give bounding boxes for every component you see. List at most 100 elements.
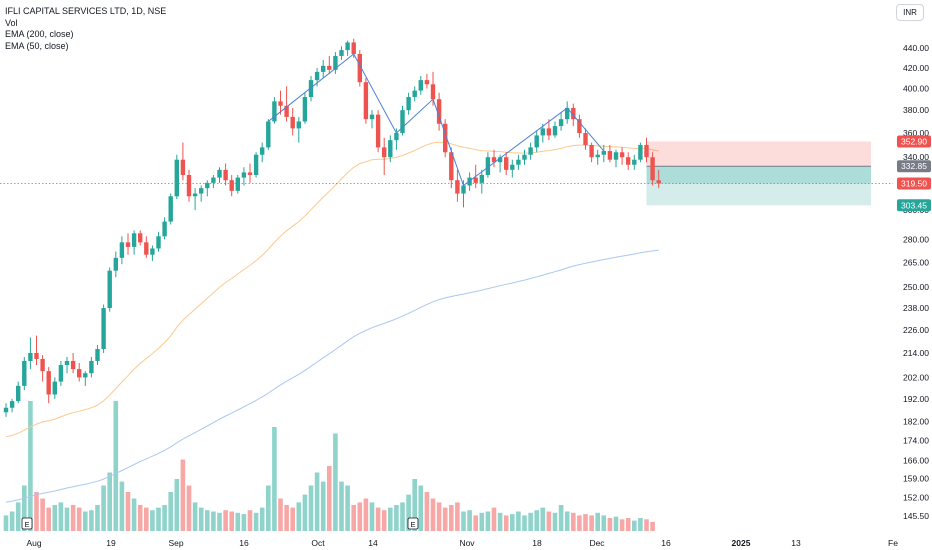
- candle-body: [77, 369, 82, 378]
- candle: [64, 356, 70, 374]
- price-tick-label: 420.00: [903, 63, 929, 73]
- candle-body: [119, 242, 125, 258]
- candle-body: [302, 97, 308, 122]
- volume-bar: [564, 511, 570, 531]
- volume-bar: [241, 514, 247, 531]
- candle: [656, 169, 661, 189]
- ema50-legend[interactable]: EMA (50, close): [5, 40, 69, 51]
- candle-body: [205, 182, 210, 189]
- price-tick-label: 280.00: [903, 234, 929, 244]
- volume-bar: [302, 494, 308, 531]
- volume-bar: [192, 502, 198, 531]
- earnings-event-marker[interactable]: E: [407, 517, 419, 530]
- volume-bar: [64, 507, 70, 531]
- candle-body: [424, 80, 430, 85]
- price-tick-label: 265.00: [903, 258, 929, 268]
- time-tick-label: 18: [532, 538, 542, 548]
- stop-zone: [646, 141, 871, 167]
- volume-bar: [247, 510, 253, 531]
- volume-bar: [131, 498, 137, 531]
- price-tick-label: 166.00: [903, 455, 929, 465]
- volume-bar: [613, 516, 619, 531]
- candle-body: [497, 157, 503, 163]
- ema200-legend[interactable]: EMA (200, close): [5, 29, 74, 39]
- candle: [138, 230, 143, 246]
- candle: [253, 152, 259, 178]
- target-zone: [646, 166, 871, 206]
- candle: [156, 231, 161, 252]
- candle-body: [16, 385, 21, 402]
- currency-button[interactable]: INR: [896, 4, 924, 21]
- candle: [22, 356, 27, 391]
- volume-bar: [205, 510, 210, 531]
- volume-bar: [583, 514, 588, 531]
- candle: [302, 92, 308, 124]
- volume-legend[interactable]: Vol: [5, 17, 18, 28]
- earnings-event-marker[interactable]: E: [21, 517, 33, 530]
- candle: [321, 59, 326, 79]
- volume-bar: [534, 510, 539, 531]
- pattern-leg: [353, 53, 397, 134]
- candle-body: [253, 154, 259, 175]
- volume-bar: [28, 401, 33, 531]
- time-axis[interactable]: Aug 19 Sep 16 Oct 14 Nov 18 Dec 16 2025 13 Fe: [0, 536, 932, 550]
- volume-bar: [485, 511, 491, 531]
- candle-body: [284, 105, 289, 117]
- candle-body: [540, 128, 545, 136]
- volume-bar: [455, 502, 460, 531]
- candle: [424, 73, 430, 89]
- volume-bar: [308, 485, 314, 531]
- candle-body: [400, 110, 405, 134]
- volume-bar: [34, 492, 39, 531]
- volume-bar: [76, 507, 82, 531]
- volume-bar: [180, 459, 186, 531]
- volume-bar: [644, 519, 649, 531]
- volume-bar: [58, 502, 64, 531]
- time-axis-bg: [0, 536, 932, 550]
- candle: [70, 352, 76, 374]
- candle: [217, 167, 222, 183]
- candle: [174, 154, 179, 200]
- price-tick-label: 226.00: [903, 325, 929, 335]
- candle-body: [516, 159, 521, 165]
- candle-body: [613, 152, 619, 160]
- last-price-badge: [897, 177, 931, 190]
- symbol-title[interactable]: IFLI CAPITAL SERVICES LTD, 1D, NSE: [5, 6, 167, 16]
- candle-body: [632, 159, 637, 165]
- candle-body: [619, 152, 625, 158]
- price-tick-label: 192.00: [903, 394, 929, 404]
- candle-body: [333, 55, 338, 70]
- candle-body: [40, 358, 45, 372]
- candle: [284, 86, 289, 122]
- volume-bar: [70, 505, 76, 531]
- volume-bar: [83, 511, 88, 531]
- candle: [369, 110, 375, 129]
- volume-bar: [369, 502, 375, 531]
- candle: [16, 381, 21, 404]
- candle: [89, 356, 94, 378]
- candle: [632, 154, 637, 170]
- candle: [229, 174, 234, 197]
- candle-body: [571, 107, 576, 120]
- pattern-leg: [267, 53, 355, 122]
- volume-bar: [552, 512, 558, 531]
- candle: [144, 236, 149, 258]
- candle: [199, 185, 204, 202]
- target-price-label: 303.45: [901, 200, 927, 210]
- volume-bar: [650, 521, 655, 531]
- candle: [107, 267, 112, 312]
- price-axis[interactable]: 440.00420.00400.00380.00360.00340.00300.…: [893, 0, 932, 550]
- time-tick-label: Sep: [168, 538, 183, 548]
- candle-body: [650, 157, 655, 181]
- candle-body: [34, 352, 39, 359]
- candle: [3, 403, 9, 417]
- volume-bar: [40, 498, 45, 531]
- candle: [613, 149, 619, 168]
- entry-price-label: 332.85: [901, 161, 927, 171]
- long-position-tool[interactable]: [0, 141, 893, 206]
- candle-body: [28, 352, 33, 361]
- candle: [479, 169, 484, 194]
